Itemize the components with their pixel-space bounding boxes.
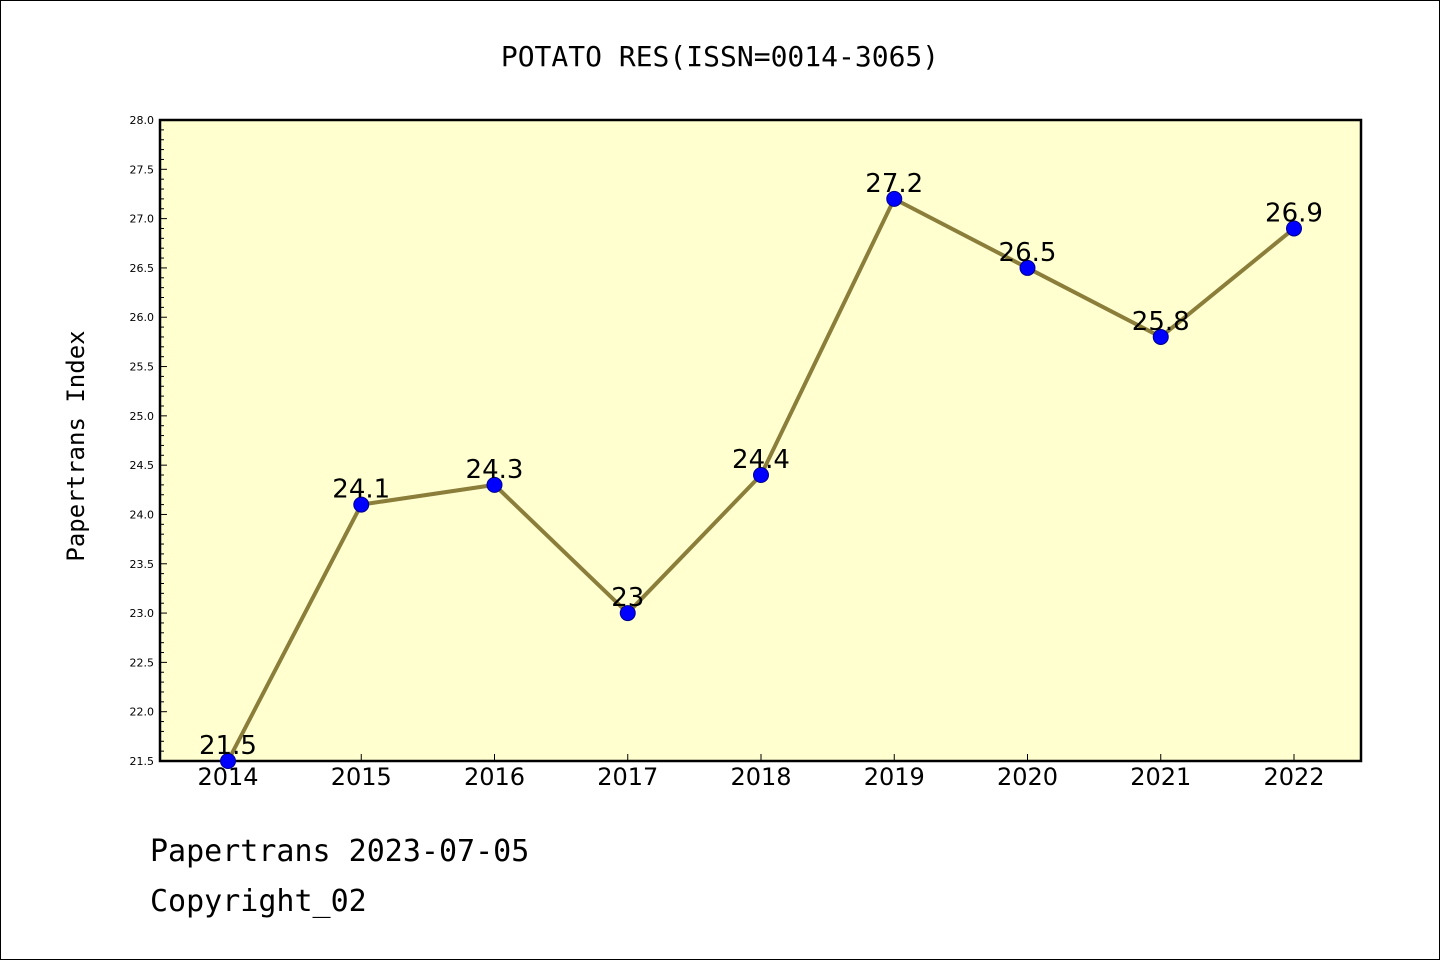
x-axis: 2014 2015 2016 2017 2018 2019 2020 2021 2022 [197,754,1325,791]
y-tick-label: 24.0 [130,508,155,521]
y-tick-label: 25.5 [130,361,155,374]
data-point [1019,259,1036,276]
data-label: 26.9 [1265,198,1323,228]
y-tick-label: 22.5 [130,656,155,669]
data-point [1286,220,1302,237]
x-tick-label: 2018 [730,763,791,791]
x-tick-label: 2019 [864,763,925,791]
data-label: 27.2 [865,169,923,199]
data-point [353,496,370,513]
data-point [886,190,903,207]
data-point [220,753,236,769]
data-label: 25.8 [1132,307,1190,337]
data-label: 24.4 [732,445,790,475]
chart-title: POTATO RES(ISSN=0014-3065) [501,40,939,73]
plot-area [158,118,1363,763]
y-tick-label: 23.0 [130,607,155,620]
data-label: 23 [611,583,644,613]
y-tick-label: 28.0 [130,114,155,127]
data-label: 21.5 [199,731,257,761]
y-tick-label: 25.0 [130,410,155,423]
y-tick-label: 23.5 [130,558,155,571]
data-labels: 21.5 24.1 24.3 23 24.4 27.2 26.5 25.8 26.9 [199,169,1323,761]
footer-date: Papertrans 2023-07-05 [150,834,530,869]
y-axis: 21.5 22.0 22.5 23.0 23.5 24.0 24.5 25.0 25.5 26.0… [130,114,167,768]
y-tick-label: 27.5 [130,163,155,176]
x-tick-label: 2020 [997,763,1058,791]
data-point [1152,328,1169,345]
x-tick-label: 2015 [331,763,392,791]
y-tick-label: 26.5 [130,262,155,275]
data-point [619,605,636,622]
x-tick-label: 2016 [464,763,525,791]
x-tick-label: 2021 [1130,763,1191,791]
y-tick-label: 24.5 [130,459,155,472]
x-tick-label: 2017 [597,763,658,791]
y-tick-label: 27.0 [130,213,155,226]
y-tick-label: 22.0 [130,706,155,719]
y-tick-label: 21.5 [130,755,155,768]
y-tick-label: 26.0 [130,311,155,324]
x-tick-label: 2022 [1263,763,1324,791]
y-axis-label: Papertrans Index [62,330,90,561]
data-label: 24.1 [332,475,390,505]
data-label: 26.5 [999,238,1057,268]
footer-copyright: Copyright_02 [150,884,367,919]
data-point [753,467,769,484]
data-point [486,476,503,493]
series-line-group [220,190,1302,769]
data-label: 24.3 [466,455,524,485]
